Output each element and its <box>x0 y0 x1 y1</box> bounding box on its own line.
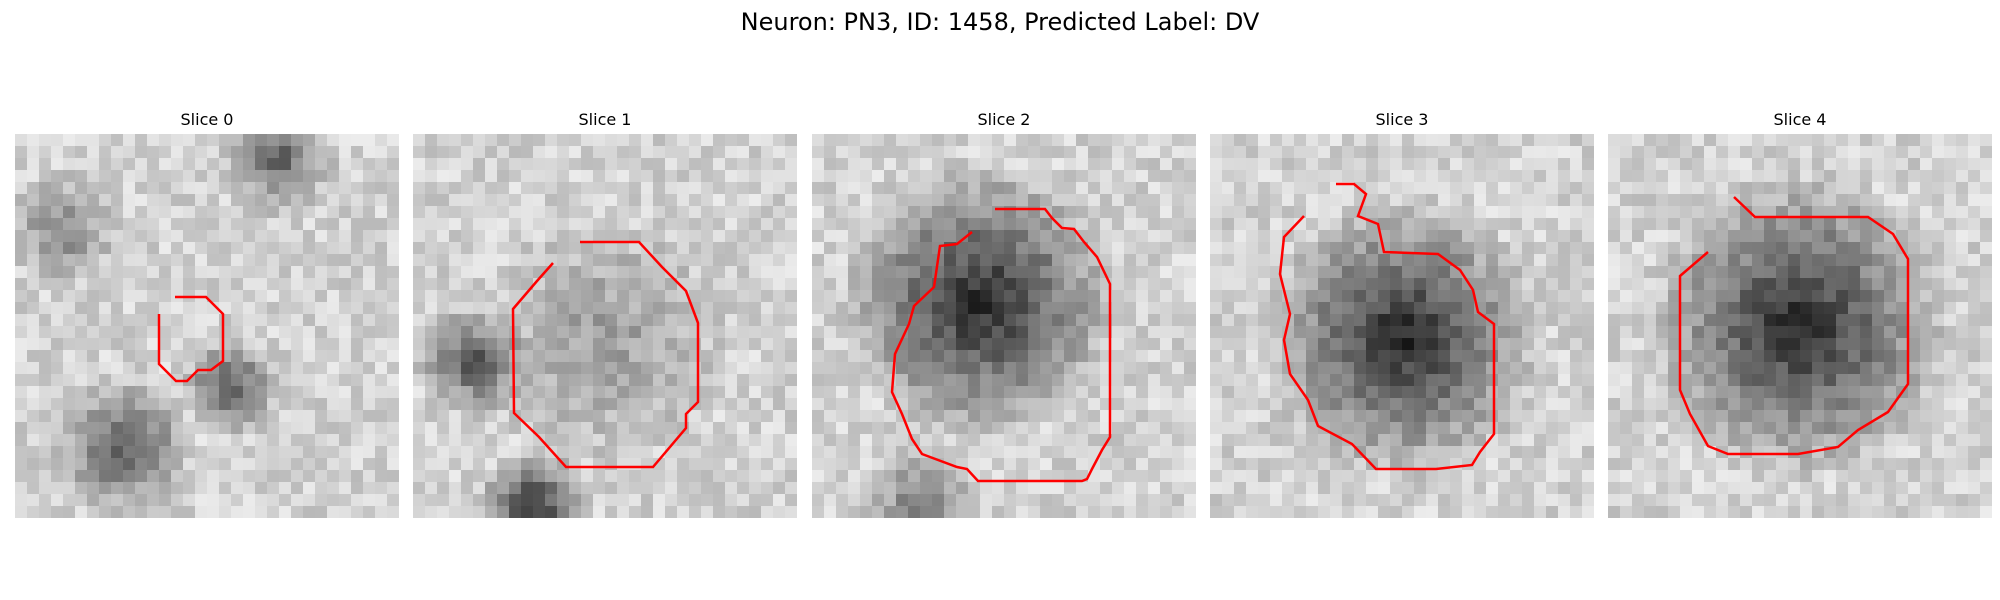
slice-image <box>413 134 797 518</box>
slice-panel-4: Slice 4 <box>1608 108 1992 518</box>
slice-title: Slice 3 <box>1375 110 1429 129</box>
roi-contour <box>890 207 1112 483</box>
pixel-grid <box>1608 134 1992 518</box>
slice-panel-2: Slice 2 <box>812 108 1196 518</box>
slice-title: Slice 0 <box>180 110 234 129</box>
slice-panel-3: Slice 3 <box>1210 108 1594 518</box>
slice-image-svg <box>15 134 399 518</box>
slice-image <box>1210 134 1594 518</box>
slice-image-svg <box>1210 134 1594 518</box>
slice-image <box>812 134 1196 518</box>
slice-image <box>15 134 399 518</box>
slice-image-svg <box>413 134 797 518</box>
roi-contour <box>511 240 700 469</box>
roi-contour <box>1678 196 1910 456</box>
slice-title: Slice 4 <box>1773 110 1827 129</box>
slice-image-svg <box>812 134 1196 518</box>
pixel-grid <box>812 134 1196 518</box>
slice-image <box>1608 134 1992 518</box>
pixel-grid <box>15 134 399 518</box>
pixel-grid <box>413 134 797 518</box>
figure-title: Neuron: PN3, ID: 1458, Predicted Label: … <box>740 8 1260 36</box>
slice-image-svg <box>1608 134 1992 518</box>
roi-contour <box>1278 182 1496 471</box>
slice-panel-1: Slice 1 <box>413 108 797 518</box>
slice-title: Slice 2 <box>977 110 1031 129</box>
slice-panel-0: Slice 0 <box>15 108 399 518</box>
pixel-grid <box>1210 134 1594 518</box>
slice-title: Slice 1 <box>578 110 632 129</box>
roi-contour <box>157 295 225 383</box>
